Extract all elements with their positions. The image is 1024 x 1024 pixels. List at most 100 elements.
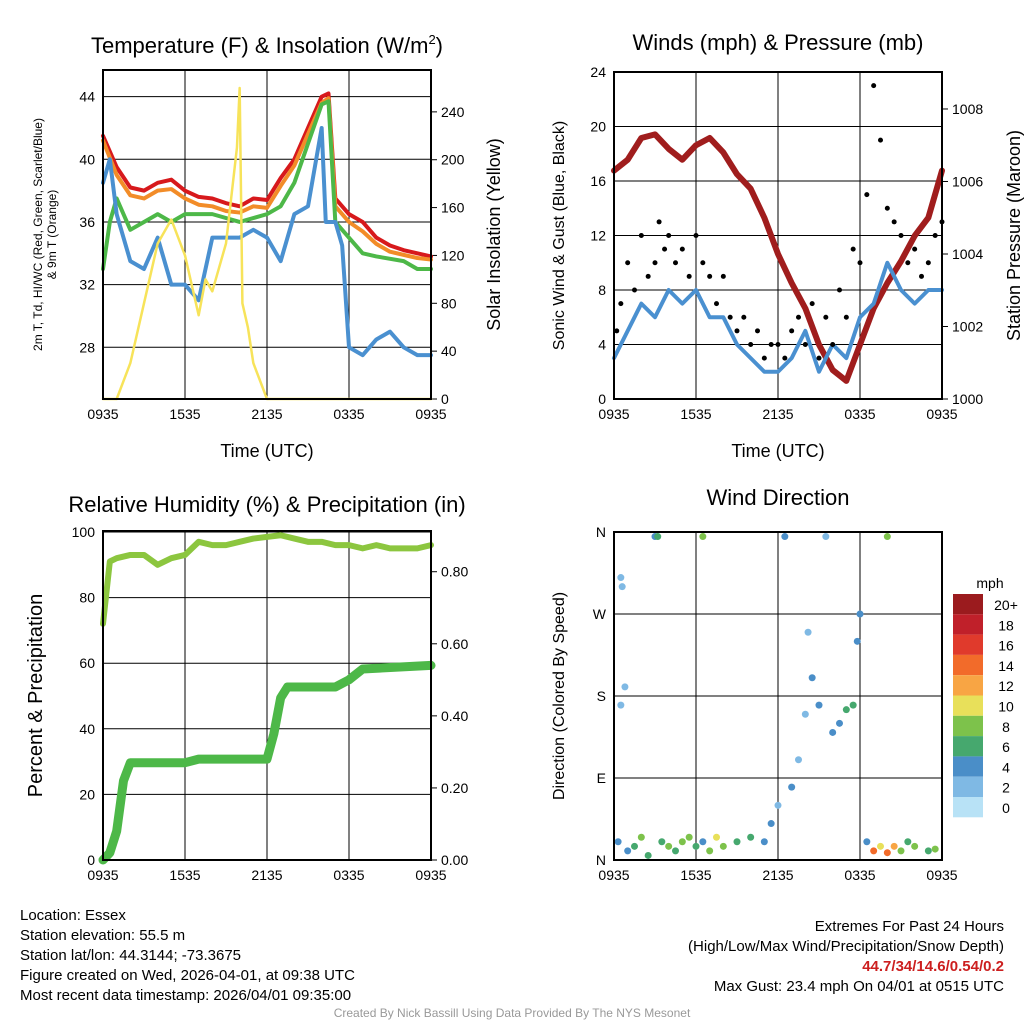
direction-point xyxy=(617,701,625,709)
x-tick-label: 1535 xyxy=(169,406,200,422)
x-axis-label: Time (UTC) xyxy=(220,441,313,461)
direction-point xyxy=(795,756,802,764)
direction-point xyxy=(822,533,830,541)
extremes-title: Extremes For Past 24 Hours xyxy=(814,918,1004,935)
plot-frame xyxy=(102,69,432,400)
gust-point xyxy=(898,233,904,238)
x-tick-label: 0335 xyxy=(844,867,875,883)
legend-swatch xyxy=(953,675,983,696)
y2-tick-label: 1004 xyxy=(952,246,983,262)
y-tick-label: 100 xyxy=(72,524,96,540)
gust-point xyxy=(638,233,644,238)
legend-label: 16 xyxy=(998,638,1014,654)
y2-tick-label: 0.80 xyxy=(441,564,468,580)
extremes-subtitle: (High/Low/Max Wind/Precipitation/Snow De… xyxy=(688,938,1004,955)
y2-tick-label: 1002 xyxy=(952,318,983,334)
direction-point xyxy=(931,845,939,853)
extremes-info: Extremes For Past 24 Hours (High/Low/Max… xyxy=(688,917,1004,997)
direction-point xyxy=(760,838,768,846)
gust-point xyxy=(761,355,767,361)
gust-point xyxy=(891,219,897,225)
gust-point xyxy=(656,219,662,225)
direction-point xyxy=(719,842,727,850)
series-sonic-wind xyxy=(612,260,944,374)
y2-tick-label: 1000 xyxy=(952,391,983,407)
direction-point xyxy=(856,610,864,618)
plot-frame xyxy=(613,531,943,861)
x-tick-label: 1535 xyxy=(680,867,711,883)
gust-point xyxy=(618,301,624,307)
direction-point xyxy=(706,847,714,855)
y2-tick-label: 120 xyxy=(441,247,465,263)
y-tick-label: 40 xyxy=(79,721,95,737)
gust-point xyxy=(878,137,883,143)
gust-point xyxy=(707,273,713,279)
gust-point xyxy=(912,246,918,252)
direction-point xyxy=(870,847,878,855)
gust-point xyxy=(884,205,890,211)
y2-tick-label: 0.20 xyxy=(441,780,468,796)
direction-point xyxy=(853,637,861,645)
station-info: Location: Essex Station elevation: 55.5 … xyxy=(20,906,355,1006)
direction-point xyxy=(699,533,707,541)
y2-tick-label: 0 xyxy=(441,391,449,407)
direction-point xyxy=(890,842,898,850)
gust-point xyxy=(775,342,781,347)
y-tick-label: E xyxy=(597,770,606,786)
created-text: Figure created on Wed, 2026-04-01, at 09… xyxy=(20,967,355,984)
legend-swatch xyxy=(953,715,983,737)
gust-point xyxy=(768,342,774,347)
legend-swatch xyxy=(953,695,983,716)
y-axis-label-line2: & 9m T (Orange) xyxy=(45,190,59,280)
legend-swatch xyxy=(953,594,983,615)
gust-point xyxy=(816,355,822,361)
direction-point xyxy=(904,838,912,846)
direction-point xyxy=(692,842,700,850)
x-tick-label: 2135 xyxy=(251,406,282,422)
chart-title: Winds (mph) & Pressure (mb) xyxy=(633,30,924,55)
y-tick-label: W xyxy=(593,606,607,622)
y2-axis-label: Solar Insolation (Yellow) xyxy=(484,138,504,330)
legend-label: 10 xyxy=(998,699,1014,715)
x-tick-label: 0335 xyxy=(844,406,875,422)
y-tick-label: 4 xyxy=(598,337,606,353)
direction-point xyxy=(621,683,629,691)
y-tick-label: 16 xyxy=(590,173,606,189)
y-tick-label: 44 xyxy=(79,89,95,105)
direction-point xyxy=(815,701,823,709)
x-tick-label: 0935 xyxy=(87,867,118,883)
x-tick-label: 2135 xyxy=(762,867,793,883)
legend-title: mph xyxy=(976,575,1003,591)
gust-point xyxy=(652,260,658,266)
gust-point xyxy=(614,328,620,334)
direction-point xyxy=(836,719,843,727)
gust-point xyxy=(782,355,788,361)
x-tick-label: 0935 xyxy=(598,867,629,883)
x-tick-label: 0935 xyxy=(415,406,446,422)
y-axis-label-line1: 2m T, Td, HI/WC (Red, Green, Scarlet/Blu… xyxy=(31,118,45,351)
direction-point xyxy=(801,710,809,718)
gust-point xyxy=(727,314,733,320)
y-tick-label: 28 xyxy=(79,339,95,355)
legend-label: 0 xyxy=(1002,800,1010,816)
direction-point xyxy=(842,706,850,714)
y-axis-label: Percent & Precipitation xyxy=(25,594,47,797)
direction-point xyxy=(747,833,755,841)
legend-label: 18 xyxy=(998,617,1014,633)
chart-title: Relative Humidity (%) & Precipitation (i… xyxy=(68,492,465,517)
gust-point xyxy=(809,301,815,307)
y2-tick-label: 80 xyxy=(441,295,457,311)
latlon-text: Station lat/lon: 44.3144; -73.3675 xyxy=(20,947,242,964)
gust-point xyxy=(686,273,692,279)
direction-point xyxy=(781,533,789,541)
series-pressure xyxy=(611,131,945,384)
gust-point xyxy=(632,287,637,293)
series-2m-t xyxy=(101,91,433,259)
chart-panel-1: Temperature (F) & Insolation (W/m2) 28 32 3… xyxy=(31,32,504,461)
y-tick-label: 32 xyxy=(79,277,95,293)
y-tick-label: 36 xyxy=(79,214,95,230)
direction-point xyxy=(774,801,782,809)
y2-tick-label: 160 xyxy=(441,200,465,216)
y-tick-label: N xyxy=(596,852,606,868)
